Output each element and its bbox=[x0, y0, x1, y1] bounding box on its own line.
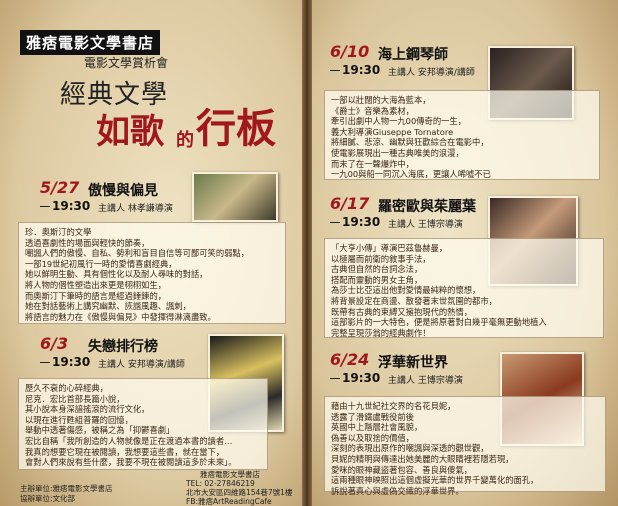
description-line: 義大利導演Giuseppe Tornatore bbox=[331, 126, 454, 137]
title-part: 的 bbox=[176, 130, 194, 151]
event-speaker: 主講人 王博宗導演 bbox=[388, 220, 463, 230]
event-speaker: 主講人 安邦導演/講師 bbox=[388, 68, 475, 78]
description-line: 這兩種眼神映照出這個虛擬光華的世界千變萬化的面孔， bbox=[331, 475, 539, 486]
description-line: 偽善以及取捨的價值， bbox=[331, 432, 414, 443]
description-line: 一部19世紀初風行一時的愛情喜劇經典， bbox=[25, 258, 177, 269]
description-line: 歷久不衰的心碎經典， bbox=[25, 383, 108, 393]
description-line: 古典但自然的台詞念法， bbox=[331, 264, 423, 275]
description-box: 歷久不衰的心碎經典， 尼克．宏比首部長篇小說， 其小說本身深諳搖滾的流行文化， 以現在… bbox=[18, 378, 268, 470]
description-line: 而奧斯汀下筆時的語言是經過錘鍊的， bbox=[25, 290, 167, 301]
time-rule bbox=[40, 362, 50, 363]
description-line: 透過喜劇性的場面與輕快的節奏， bbox=[25, 237, 150, 248]
description-line: 珍．奧斯汀的文學 bbox=[25, 227, 92, 237]
description-line: 宏比自稱「我所創造的人物就像是正在渡過本書的讀者… bbox=[25, 435, 233, 446]
time-rule bbox=[330, 378, 340, 379]
description-line: 為莎士比亞這出他對愛情最純粹的懷想， bbox=[331, 285, 481, 296]
description-box: 「大亨小傳」導演巴茲魯赫曼， 以極屬而前衛的敘事手法， 古典但自然的台詞念法， 搭配而… bbox=[324, 238, 604, 338]
contact-line: 雅痞電影文學書店 bbox=[200, 470, 260, 479]
description-line: 愛咪的眼神藏盜著包容、善良與傻氣， bbox=[331, 464, 473, 475]
description-line: 尼克．宏比首部長篇小說， bbox=[25, 393, 125, 404]
event-date: 6/3 bbox=[40, 334, 69, 353]
movie-still bbox=[192, 172, 278, 222]
description-line: 這部影片的一大特色，便是將原著對白幾乎毫無更動地植入 bbox=[331, 317, 547, 328]
subtitle: 電影文學賞析會 bbox=[84, 56, 169, 70]
description-box: 珍．奧斯汀的文學 透過喜劇性的場面與輕快的節奏， 嘲諷人們的傲慢、自私、勢利和盲目自… bbox=[18, 222, 286, 324]
description-line: 藉由十九世紀社交界的名花貝妮， bbox=[331, 401, 456, 411]
event-speaker: 主講人 安邦導演/講師 bbox=[98, 360, 185, 370]
event-time: 19:30 bbox=[342, 63, 381, 77]
event-speaker: 主講人 林孝謙導演 bbox=[98, 204, 173, 214]
event-time: 19:30 bbox=[52, 199, 91, 213]
time-rule bbox=[330, 70, 340, 71]
time-rule bbox=[330, 222, 340, 223]
contact-line: 北市大安區四維路154巷7號1樓 bbox=[186, 488, 293, 497]
description-line: 會對人們來說有些什麼，我要不現在被閱讀這多於未來」。 bbox=[25, 457, 237, 468]
description-line: 既帶有古典的束縛又擁抱現代的熱情， bbox=[331, 306, 473, 317]
event-title: 傲慢與偏見 bbox=[88, 183, 158, 199]
title-part: 如歌 bbox=[96, 112, 164, 152]
description-line: 她在對話藝術上講究幽默、詼諧風趣、諷刺， bbox=[25, 301, 191, 312]
event-time: 19:30 bbox=[342, 215, 381, 229]
book-spine bbox=[302, 0, 312, 506]
title-line1: 經典文學 bbox=[60, 80, 169, 110]
description-line: 其小說本身深諳搖滾的流行文化， bbox=[25, 404, 150, 415]
event-date: 6/17 bbox=[330, 194, 370, 213]
description-line: 以現在進行甦組普羅的回憶， bbox=[25, 414, 133, 425]
description-line: 將語言的魅力在《傲慢與偏見》中發揮得淋漓盡致。 bbox=[25, 311, 216, 322]
description-box: 藉由十九世紀社交界的名花貝妮， 透露了滑鐵盧戰役前後 英國中上階層社會風貌， 偽善以及… bbox=[324, 396, 606, 496]
description-line: 完整呈現莎翁的經典劇作！ bbox=[331, 327, 431, 338]
description-line: 使電影展現出一種古典唯美的浪漫， bbox=[331, 147, 464, 158]
description-line: 深刻的表現出原作的嘲諷與深透的觀世觀， bbox=[331, 443, 489, 454]
event-date: 6/24 bbox=[330, 350, 370, 369]
title-part: 行板 bbox=[196, 105, 276, 152]
description-line: 一九00與船一同沉入海底，更讓人唏噓不已 bbox=[331, 169, 491, 180]
description-line: 而末了在一聲爆炸中， bbox=[331, 158, 414, 169]
description-line: 訴說著真心與虛偽交織的浮華世界。 bbox=[331, 485, 464, 496]
description-line: 將細膩、悲涼、幽默與狂歡綜合在電影中， bbox=[331, 137, 489, 148]
event-title: 羅密歐與茱麗葉 bbox=[378, 199, 476, 215]
description-line: 將背景設定在商盪、散發著末世氛圍的都市， bbox=[331, 295, 497, 306]
description-line: 搭配而靈動的男女主角， bbox=[331, 274, 423, 285]
contact-line: TEL: 02-27846219 bbox=[186, 479, 255, 488]
description-line: 透露了滑鐵盧戰役前後 bbox=[331, 411, 414, 422]
organizer-line: 主辦單位:雅痞電影文學書店 bbox=[20, 484, 113, 493]
event-speaker: 主講人 王博宗導演 bbox=[388, 376, 463, 386]
description-line: 嘲諷人們的傲慢、自私、勢利和盲目自信等可鄙可笑的弱點， bbox=[25, 248, 250, 259]
event-date: 5/27 bbox=[40, 178, 80, 197]
contact-line: FB:雅痞ArtReadingCafe bbox=[186, 497, 272, 506]
description-line: 《爵士》音樂為素材， bbox=[331, 105, 414, 116]
description-box: 一部以壯闊的大海為藍本， 《爵士》音樂為素材， 牽引出劇中人物一九00傳奇的一生，義… bbox=[324, 90, 600, 180]
event-title: 海上鋼琴師 bbox=[378, 47, 448, 63]
description-line: 以極屬而前衛的敘事手法， bbox=[331, 253, 431, 264]
event-title: 失戀排行榜 bbox=[88, 339, 158, 355]
description-line: 「大亨小傳」導演巴茲魯赫曼， bbox=[331, 243, 448, 253]
description-line: 我真的想要它現在被閱讀，我想要這些書，就在當下， bbox=[25, 446, 225, 457]
event-title: 浮華新世界 bbox=[378, 355, 448, 371]
description-line: 她以鮮明生動、具有個性化以及耐人尋味的對話， bbox=[25, 269, 208, 280]
description-line: 一部以壯闊的大海為藍本， bbox=[331, 95, 431, 105]
description-line: 舉動中透著傷感，被稱之為「抑鬱喜劇」 bbox=[25, 425, 175, 436]
store-name: 雅痞電影文學書店 bbox=[20, 30, 161, 55]
description-line: 英國中上階層社會風貌， bbox=[331, 422, 423, 433]
event-time: 19:30 bbox=[342, 371, 381, 385]
organizer-line: 協辦單位:文化部 bbox=[20, 494, 76, 503]
time-rule bbox=[40, 206, 50, 207]
description-line: 牽引出劇中人物一九00傳奇的一生， bbox=[331, 116, 467, 127]
event-date: 6/10 bbox=[330, 42, 370, 61]
description-line: 將人物的個性塑造出來更是栩栩如生， bbox=[25, 279, 167, 290]
event-time: 19:30 bbox=[52, 355, 91, 369]
description-line: 貝妮的精明與傳達出她美麗的大眼睛裡若隱若現， bbox=[331, 453, 514, 464]
